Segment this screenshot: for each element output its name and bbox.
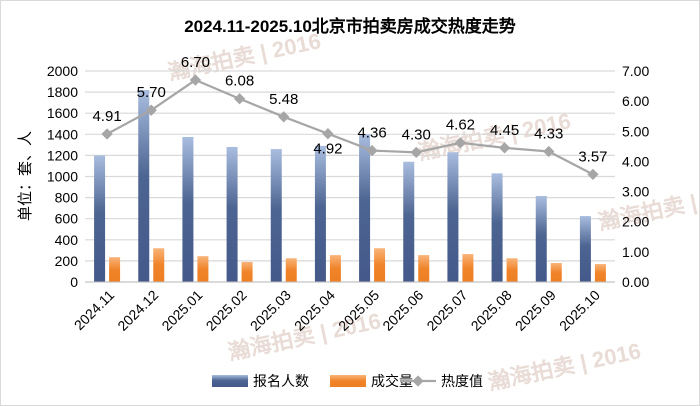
- y2-tick-label: 5.00: [622, 123, 649, 139]
- heat-point: [543, 145, 555, 158]
- bar-applicants: [535, 196, 547, 282]
- legend-swatch-deals: [330, 375, 366, 387]
- bar-applicants: [579, 216, 591, 282]
- heat-point: [410, 146, 422, 159]
- heat-point: [233, 93, 246, 105]
- heat-data-label: 6.08: [225, 73, 254, 90]
- heat-point: [322, 128, 334, 140]
- y-tick-label: 400: [55, 232, 79, 248]
- x-tick-label: 2025.01: [158, 287, 205, 334]
- y-tick-label: 1400: [47, 126, 78, 142]
- y-tick-label: 2000: [47, 63, 78, 79]
- x-tick-label: 2025.09: [512, 287, 559, 334]
- bar-deals: [109, 257, 121, 282]
- legend-label-deals: 成交量: [371, 373, 413, 389]
- y-tick-label: 1800: [47, 84, 78, 100]
- x-tick-label: 2025.07: [423, 287, 470, 334]
- y-tick-label: 0: [70, 274, 78, 290]
- bar-applicants: [359, 134, 371, 282]
- y2-tick-label: 3.00: [622, 184, 649, 200]
- y-tick-label: 1200: [47, 147, 78, 163]
- bar-applicants: [138, 89, 150, 283]
- bar-applicants: [182, 136, 194, 282]
- heat-data-label: 5.70: [137, 84, 166, 101]
- heat-data-label: 4.92: [313, 141, 342, 158]
- x-tick-label: 2024.11: [71, 287, 118, 334]
- heat-data-label: 4.36: [357, 125, 386, 142]
- y2-tick-label: 4.00: [622, 153, 649, 169]
- legend-label-applicants: 报名人数: [253, 373, 309, 389]
- y2-tick-label: 1.00: [622, 244, 649, 260]
- x-tick-label: 2025.06: [379, 287, 426, 334]
- heat-point: [101, 128, 113, 140]
- y-tick-label: 1600: [47, 105, 78, 121]
- chart-title: 2024.11-2025.10北京市拍卖房成交热度走势: [184, 16, 516, 36]
- y-tick-label: 1000: [47, 169, 78, 185]
- bar-deals: [418, 255, 430, 282]
- bar-deals: [506, 258, 518, 282]
- watermark-text: 瀚海拍卖 | 2016: [486, 338, 643, 395]
- heat-line: [106, 78, 594, 176]
- bar-deals: [285, 258, 297, 282]
- x-tick-label: 2025.10: [556, 287, 603, 334]
- y2-tick-label: 2.00: [622, 214, 649, 230]
- y-tick-label: 600: [55, 211, 79, 227]
- legend-marker-heat: [412, 375, 424, 387]
- x-tick-label: 2024.12: [114, 287, 161, 334]
- y-tick-label: 800: [55, 190, 79, 206]
- heat-data-label: 4.91: [92, 108, 121, 125]
- heat-point: [587, 168, 599, 181]
- heat-point: [454, 137, 467, 149]
- bar-applicants: [314, 145, 326, 282]
- heat-data-label: 4.45: [490, 122, 519, 139]
- y2-tick-label: 6.00: [622, 93, 649, 109]
- bar-applicants: [491, 173, 503, 282]
- heat-point: [498, 142, 511, 154]
- bar-deals: [462, 254, 474, 282]
- heat-data-label: 3.57: [578, 148, 607, 165]
- bar-deals: [594, 264, 606, 282]
- bar-deals: [153, 248, 165, 282]
- bar-deals: [374, 248, 386, 282]
- bar-applicants: [447, 152, 459, 282]
- heat-data-label: 6.70: [181, 54, 210, 71]
- y-axis-label: 单位：套、人: [17, 131, 34, 221]
- heat-point: [366, 144, 378, 157]
- bar-applicants: [270, 149, 282, 282]
- bar-applicants: [226, 146, 238, 282]
- bar-deals: [241, 261, 253, 282]
- y-tick-label: 200: [55, 253, 79, 269]
- bar-applicants: [94, 155, 106, 282]
- heat-data-label: 5.48: [269, 91, 298, 108]
- heat-data-label: 4.62: [446, 117, 475, 134]
- legend-swatch-applicants: [212, 375, 248, 387]
- bar-deals: [329, 255, 341, 282]
- bar-deals: [197, 256, 209, 282]
- heat-data-label: 4.30: [402, 126, 431, 143]
- legend-label-heat: 热度值: [441, 373, 483, 389]
- heat-data-label: 4.33: [534, 125, 563, 142]
- x-tick-label: 2025.08: [468, 287, 515, 334]
- x-tick-label: 2025.02: [203, 287, 250, 334]
- bar-applicants: [403, 161, 415, 282]
- y2-tick-label: 0.00: [622, 274, 649, 290]
- y2-tick-label: 7.00: [622, 63, 649, 79]
- bar-deals: [550, 263, 562, 282]
